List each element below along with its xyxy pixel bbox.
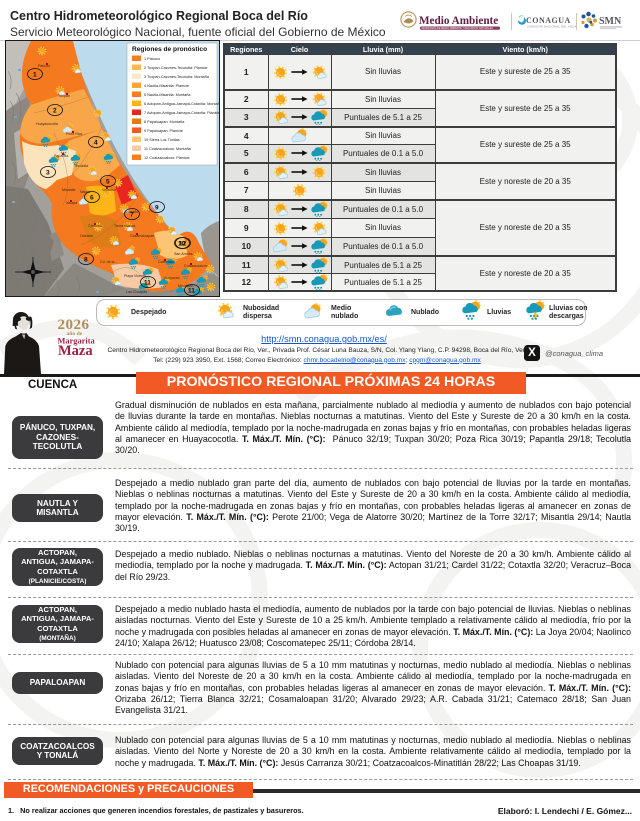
svg-text:Papantla: Papantla <box>54 154 68 158</box>
svg-text:Pánuco: Pánuco <box>38 64 50 68</box>
svg-text:3: 3 <box>46 170 50 177</box>
svg-text:8 Papaloapan: Montaña: 8 Papaloapan: Montaña <box>144 120 185 124</box>
svg-text:Tierra Blanca: Tierra Blanca <box>114 224 135 228</box>
svg-text:Cd. de la...: Cd. de la... <box>100 260 117 264</box>
svg-text:Coatzacoalcos: Coatzacoalcos <box>184 264 208 268</box>
svg-text:4 Nautla-Misantla: Planicie: 4 Nautla-Misantla: Planicie <box>144 84 189 88</box>
svg-text:Nautla: Nautla <box>80 190 90 194</box>
svg-text:Poza Rica: Poza Rica <box>66 132 82 136</box>
svg-text:11: 11 <box>188 288 195 295</box>
svg-text:11: 11 <box>144 280 151 287</box>
svg-text:9 Papaloapan: Planicie: 9 Papaloapan: Planicie <box>144 129 183 133</box>
svg-text:3 Tuxpan-Cazones-Tecolutla: Mo: 3 Tuxpan-Cazones-Tecolutla: Montaña <box>144 75 210 79</box>
svg-text:Playa Vicente: Playa Vicente <box>124 274 146 278</box>
svg-text:Maza: Maza <box>58 343 93 359</box>
svg-text:6: 6 <box>90 195 94 202</box>
svg-text:5: 5 <box>106 179 110 186</box>
svg-text:7 Actopan-Antigua-Jamapa-Cotax: 7 Actopan-Antigua-Jamapa-Cotaxtla: Plani… <box>144 111 219 115</box>
svg-text:6 Actopan-Antigua-Jamapa-Cotax: 6 Actopan-Antigua-Jamapa-Cotaxtla: Monta… <box>144 102 219 106</box>
svg-text:SMN: SMN <box>599 16 622 27</box>
svg-text:Tuxpan: Tuxpan <box>58 94 70 98</box>
svg-text:11 Coatzacoalcos: Montaña: 11 Coatzacoalcos: Montaña <box>144 147 192 151</box>
svg-text:Regiones de pronóstico: Regiones de pronóstico <box>132 46 207 53</box>
svg-text:10: 10 <box>178 241 186 248</box>
svg-text:Córdoba: Córdoba <box>88 224 102 228</box>
svg-text:año de: año de <box>67 331 83 337</box>
svg-text:Catemaco: Catemaco <box>158 260 174 264</box>
svg-text:7: 7 <box>130 212 134 219</box>
svg-text:COMISIÓN NACIONAL DEL AGUA: COMISIÓN NACIONAL DEL AGUA <box>527 24 577 29</box>
svg-text:5 Nautla-Misantla: Montaña: 5 Nautla-Misantla: Montaña <box>144 93 191 97</box>
svg-text:10 Sierra Los Tuxtlas: 10 Sierra Los Tuxtlas <box>144 138 180 142</box>
svg-text:2: 2 <box>53 108 57 115</box>
svg-text:8: 8 <box>84 257 88 264</box>
svg-text:Huayacocotla: Huayacocotla <box>36 122 58 126</box>
svg-text:SECRETARÍA DE MEDIO AMBIENTE Y: SECRETARÍA DE MEDIO AMBIENTE Y RECURSOS … <box>422 27 494 30</box>
svg-text:4: 4 <box>94 140 98 147</box>
svg-text:Acayucan: Acayucan <box>164 276 180 280</box>
svg-text:Orizaba: Orizaba <box>80 234 93 238</box>
svg-text:2 Tuxpan-Cazones-Tecolutla: Pl: 2 Tuxpan-Cazones-Tecolutla: Planicie <box>144 66 208 70</box>
svg-text:12: 12 <box>179 241 187 248</box>
svg-text:Tecolutla: Tecolutla <box>74 164 88 168</box>
svg-text:Margarita: Margarita <box>58 337 96 346</box>
svg-text:Xalapa: Xalapa <box>66 201 77 205</box>
svg-text:9: 9 <box>155 205 159 212</box>
svg-text:1: 1 <box>33 72 37 79</box>
svg-text:12 Coatzacoalcos: Planicie: 12 Coatzacoalcos: Planicie <box>144 156 190 160</box>
svg-text:Las Choapas: Las Choapas <box>126 290 147 294</box>
svg-text:CONAGUA: CONAGUA <box>526 16 571 25</box>
svg-text:Medio Ambiente: Medio Ambiente <box>419 15 498 27</box>
svg-text:Alvarado: Alvarado <box>124 210 138 214</box>
svg-text:San Andrés: San Andrés <box>174 252 193 256</box>
svg-text:Veracruz: Veracruz <box>102 188 116 192</box>
svg-text:2026: 2026 <box>58 317 90 333</box>
svg-text:1 Pánuco: 1 Pánuco <box>144 57 160 61</box>
svg-text:Cosamaloapan: Cosamaloapan <box>130 234 154 238</box>
svg-text:Misantla: Misantla <box>62 188 75 192</box>
svg-text:Minatitlán: Minatitlán <box>178 284 193 288</box>
